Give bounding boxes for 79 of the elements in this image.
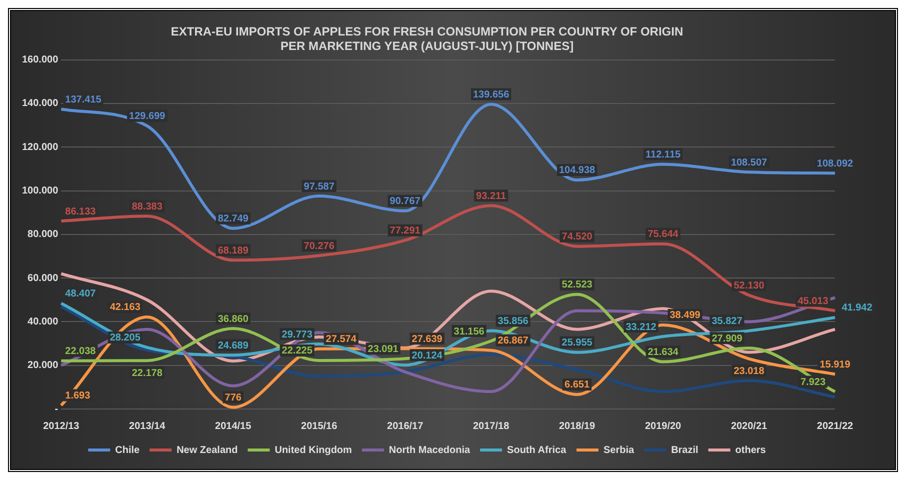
data-label: 27.909 xyxy=(712,333,743,344)
data-label: 22.038 xyxy=(65,346,96,358)
data-label: 93.211 xyxy=(476,190,507,202)
data-label: 42.163 xyxy=(110,302,141,314)
data-label: 97.587 xyxy=(304,181,335,192)
data-label: 45.013 xyxy=(798,296,829,308)
data-label: 38.499 xyxy=(670,310,701,322)
data-label: 108.507 xyxy=(730,157,768,168)
x-tick-label: 2017/18 xyxy=(472,420,510,432)
data-label: 15.919 xyxy=(820,360,851,371)
data-label: 26.867 xyxy=(498,336,529,347)
data-label: 23.018 xyxy=(734,366,765,378)
data-label: 75.644 xyxy=(648,229,679,240)
data-label: 112.115 xyxy=(646,150,681,161)
y-tick-label: 100.000 xyxy=(22,186,59,196)
data-label: 137.415 xyxy=(65,94,102,106)
x-tick-label: 2016/17 xyxy=(387,420,424,432)
x-tick-label: 2014/15 xyxy=(215,420,252,432)
x-tick-label: 2020/21 xyxy=(730,420,768,432)
data-label: 20.124 xyxy=(412,350,443,362)
x-tick-label: 2018/19 xyxy=(558,420,596,432)
data-label: 74.520 xyxy=(562,232,593,243)
y-tick-label: 60.000 xyxy=(28,272,59,284)
data-label: 1.693 xyxy=(65,390,91,402)
x-tick-label: 2015/16 xyxy=(301,420,338,432)
data-label: 41.942 xyxy=(842,302,873,314)
data-label: 139.656 xyxy=(472,89,510,100)
legend-label: South Africa xyxy=(507,444,567,456)
data-label: 22.225 xyxy=(282,346,313,357)
data-label: 52.130 xyxy=(734,280,765,292)
data-label: 27.574 xyxy=(326,334,357,346)
data-label: 33.212 xyxy=(626,322,657,333)
data-label: 35.827 xyxy=(712,316,743,328)
legend-label: Chile xyxy=(115,444,140,456)
y-tick-label: 120.000 xyxy=(22,142,59,153)
data-label: 22.178 xyxy=(132,368,163,379)
data-label: 82.749 xyxy=(218,214,249,225)
y-tick-label: 20.000 xyxy=(28,360,59,372)
x-tick-label: 2019/20 xyxy=(644,420,682,432)
data-label: 88.383 xyxy=(132,201,163,212)
legend-label: New Zealand xyxy=(176,444,238,456)
data-label: 86.133 xyxy=(65,206,96,218)
data-label: 68.189 xyxy=(218,245,249,256)
x-tick-label: 2013/14 xyxy=(129,420,166,432)
data-label: 90.767 xyxy=(390,196,421,208)
legend-label: Brazil xyxy=(671,444,699,456)
y-tick-label: 140.000 xyxy=(22,98,59,110)
legend-label: Serbia xyxy=(603,444,635,456)
y-tick-label: 160.000 xyxy=(22,54,59,66)
data-label: 70.276 xyxy=(304,240,335,252)
legend-label: United Kingdom xyxy=(274,444,352,456)
line-series xyxy=(60,204,836,312)
y-tick-label: - xyxy=(54,404,58,415)
data-label: 129.699 xyxy=(129,111,166,122)
data-label: 23.091 xyxy=(368,344,399,355)
y-tick-label: 40.000 xyxy=(28,316,59,328)
data-label: 108.092 xyxy=(816,158,854,170)
data-label: 28.205 xyxy=(110,332,141,344)
data-label: 52.523 xyxy=(562,280,593,291)
chart-title: EXTRA-EU IMPORTS OF APPLES FOR FRESH CONSUMPTION PER COUNTRY OF ORIGIN PER MARKETING YEAR (AUGUST-JULY) [TONNES] xyxy=(170,24,684,53)
legend-label: North Macedonia xyxy=(388,444,470,456)
y-tick-label: 80.000 xyxy=(28,229,59,240)
data-label: 29.773 xyxy=(282,329,313,340)
data-label: 48.407 xyxy=(65,288,96,300)
data-label: 77.291 xyxy=(390,226,421,237)
data-label: 21.634 xyxy=(648,347,679,358)
legend-label: others xyxy=(735,444,766,456)
data-label: 776 xyxy=(224,392,242,404)
data-label: 6.651 xyxy=(564,380,590,391)
data-label: 35.856 xyxy=(498,316,529,327)
x-tick-label: 2021/22 xyxy=(816,420,854,432)
data-label: 31.156 xyxy=(454,326,485,338)
data-label: 7.923 xyxy=(800,376,826,388)
data-label: 24.689 xyxy=(218,340,249,352)
data-label: 27.639 xyxy=(412,334,443,345)
data-label: 36.860 xyxy=(218,314,249,325)
data-label: 25.955 xyxy=(562,338,593,349)
x-tick-label: 2012/13 xyxy=(43,420,80,432)
data-label: 104.938 xyxy=(558,165,596,176)
